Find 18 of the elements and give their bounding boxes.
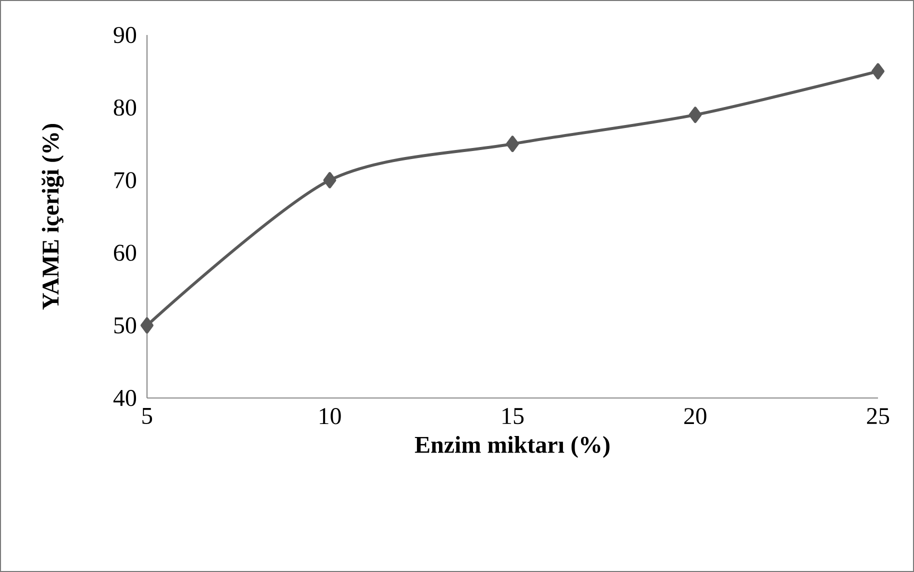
y-axis-title: YAME içeriği (%) <box>42 124 64 310</box>
y-tick-label: 80 <box>114 100 136 116</box>
y-tick-label: 40 <box>113 390 136 406</box>
y-tick-label: 60 <box>114 244 136 261</box>
y-tick-label: 70 <box>114 172 136 188</box>
x-tick-label: 5 <box>142 408 152 424</box>
x-tick-label: 15 <box>502 408 524 424</box>
y-tick-label: 50 <box>114 317 136 334</box>
point <box>688 106 702 123</box>
x-tick-label: 25 <box>867 408 890 424</box>
point <box>506 136 519 152</box>
x-tick-label: 10 <box>320 408 341 424</box>
y-tick-label: 90 <box>114 26 136 44</box>
x-tick-label: 20 <box>684 408 706 424</box>
x-axis-title: Enzim miktarı (%) <box>414 436 610 458</box>
point <box>872 63 884 80</box>
point <box>140 317 154 334</box>
point <box>323 172 336 188</box>
